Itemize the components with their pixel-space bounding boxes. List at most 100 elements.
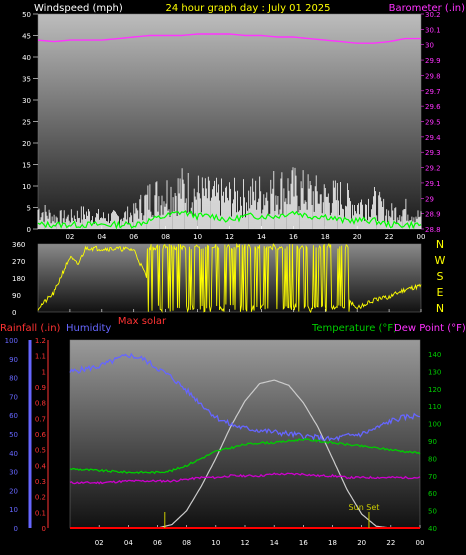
baro-tick-label: 29.4 [425,134,441,142]
temp-tick-label: 110 [428,403,441,411]
temp-tick-label: 120 [428,386,441,394]
rain-tick-label: 0.7 [35,415,46,423]
rain-tick-label: 0.9 [35,384,46,392]
wind-x-tick: 04 [97,233,106,241]
wind-x-tick: 06 [129,233,138,241]
temp-x-tick: 14 [270,539,279,547]
humidity-tick-label: 80 [9,375,18,383]
rainfall-label: Rainfall (.in) [0,323,61,334]
temperature-y-axis: 140 130 120 110 100 90 80 70 60 50 40 [428,351,441,533]
humidity-tick-label: 70 [9,393,18,401]
direction-y-axis: 360 270 180 90 0 [12,241,25,317]
humidity-tick-label: 60 [9,412,18,420]
wind-tick-label: 30 [22,97,31,105]
dewpoint-series [69,472,421,485]
rain-tick-label: 0.6 [35,431,47,439]
rain-tick-label: 0.1 [35,509,46,517]
barometer-series [37,33,421,44]
wind-tick-label: 40 [22,54,31,62]
barometer-label: Barometer (.in) [389,3,465,14]
direction-tick-label: 0 [12,309,16,317]
direction-tick-label: 90 [12,292,21,300]
temp-tick-label: 130 [428,368,441,376]
wind-tick-label: 50 [22,11,31,19]
rain-tick-label: 0 [42,525,46,533]
temperature-label: Temperature (°F) [311,323,397,334]
wind-tick-label: 25 [22,119,31,127]
wind-x-tick: 00 [417,233,426,241]
wind-x-tick: 10 [193,233,202,241]
barometer-y-axis: 30.2 30.1 30 29.9 29.8 29.7 29.6 29.5 29.4 29.3 29… [421,11,441,234]
baro-tick-label: 28.8 [425,226,441,234]
temperature-series [69,437,421,475]
direction-tick-label: 360 [12,241,25,249]
direction-tick-label: 270 [12,258,25,266]
temp-x-tick: 02 [95,539,104,547]
dewpoint-label: Dew Point (°F) [394,323,466,334]
temp-x-tick: 16 [299,539,308,547]
wind-x-tick: 02 [65,233,74,241]
temp-x-tick: 22 [386,539,395,547]
compass-point-w: W [435,254,446,267]
wind-series [37,33,422,230]
baro-tick-label: 30.2 [425,11,441,19]
temp-x-tick: 00 [416,539,425,547]
wind-tick-label: 45 [22,33,31,41]
temp-x-tick: 20 [357,539,366,547]
baro-tick-label: 29.1 [425,180,441,188]
wind-x-tick: 16 [289,233,298,241]
wind-tick-label: 20 [22,140,31,148]
temp-series [69,352,421,529]
temp-x-tick: 18 [328,539,337,547]
baro-tick-label: 29 [425,195,434,203]
temp-x-tick: 08 [182,539,191,547]
wind-tick-label: 0 [27,226,31,234]
wind-direction-series [37,242,422,314]
baro-tick-label: 29.5 [425,119,441,127]
rain-tick-label: 1.1 [35,353,46,361]
temp-tick-label: 100 [428,421,441,429]
wind-x-tick: 12 [225,233,234,241]
temp-tick-label: 80 [428,455,437,463]
humidity-tick-label: 0 [14,525,18,533]
compass-point-e: E [437,286,444,299]
baro-tick-label: 28.9 [425,211,441,219]
direction-tick-label: 180 [12,275,25,283]
wind-x-tick: 20 [353,233,362,241]
baro-tick-label: 29.2 [425,165,441,173]
baro-tick-label: 29.9 [425,57,441,65]
baro-tick-label: 29.7 [425,88,441,96]
baro-tick-label: 29.6 [425,103,441,111]
temp-x-tick: 06 [153,539,162,547]
wind-tick-label: 35 [22,76,31,84]
rain-tick-label: 0.8 [35,400,46,408]
temp-tick-label: 70 [428,473,437,481]
temp-plot-area [69,339,421,529]
humidity-tick-label: 10 [9,506,18,514]
baro-tick-label: 30.1 [425,26,441,34]
temp-x-tick: 04 [124,539,133,547]
compass-point-s: S [437,270,444,283]
baro-tick-label: 29.3 [425,149,441,157]
temp-tick-label: 90 [428,438,437,446]
compass-point-n: N [436,302,444,315]
wind-tick-label: 15 [22,162,31,170]
rain-tick-label: 0.2 [35,494,46,502]
temp-tick-label: 40 [428,525,437,533]
temp-tick-label: 140 [428,351,441,359]
wind-x-tick: 08 [161,233,170,241]
humidity-tick-label: 40 [9,450,18,458]
baro-tick-label: 30 [425,42,434,50]
rain-tick-label: 0.4 [35,462,47,470]
direction-x-axis [69,309,422,312]
wind-x-tick: 18 [321,233,330,241]
temp-x-tick: 12 [241,539,250,547]
humidity-tick-label: 100 [5,337,18,345]
wind-tick-label: 10 [22,183,31,191]
wind-tick-label: 5 [27,205,31,213]
rain-tick-label: 0.5 [35,447,46,455]
wind-x-tick: 14 [257,233,266,241]
temp-x-axis: 02 04 06 08 10 12 14 16 18 20 22 00 [95,525,425,547]
